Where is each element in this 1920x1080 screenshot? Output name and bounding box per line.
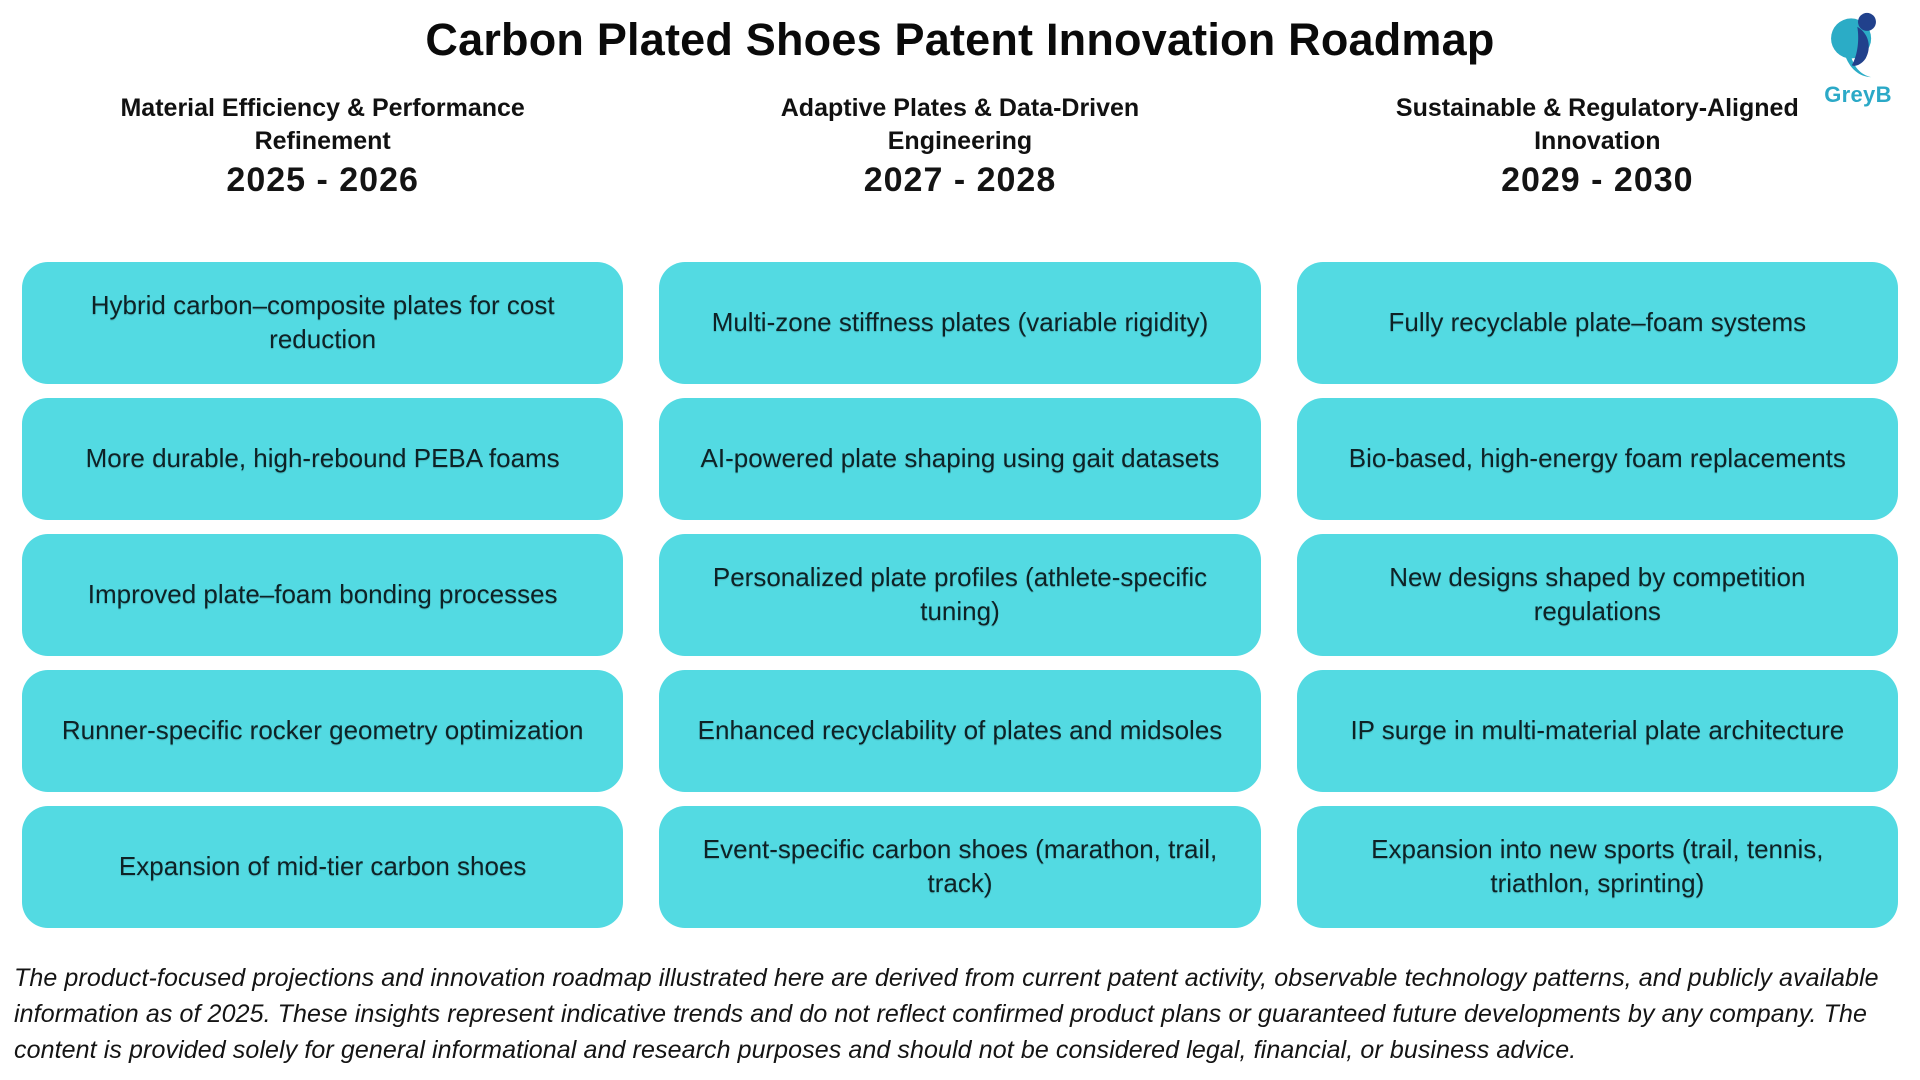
column-header: Adaptive Plates & Data-Driven Engineerin… bbox=[659, 92, 1260, 200]
roadmap-card: Hybrid carbon–composite plates for cost … bbox=[22, 262, 624, 384]
card-label: Multi-zone stiffness plates (variable ri… bbox=[711, 307, 1209, 338]
roadmap-columns: Material Efficiency & Performance Refine… bbox=[22, 92, 1898, 928]
roadmap-card: Multi-zone stiffness plates (variable ri… bbox=[659, 262, 1261, 384]
card-label: New designs shaped by competition regula… bbox=[1389, 562, 1806, 626]
page-header: Carbon Plated Shoes Patent Innovation Ro… bbox=[0, 0, 1920, 107]
roadmap-card: Fully recyclable plate–foam systems bbox=[1296, 262, 1898, 384]
column-adaptive-plates: Adaptive Plates & Data-Driven Engineerin… bbox=[659, 92, 1261, 928]
column-sustainable-innovation: Sustainable & Regulatory-Aligned Innovat… bbox=[1296, 92, 1898, 928]
roadmap-card: Improved plate–foam bonding processes bbox=[22, 534, 624, 656]
card-label: Hybrid carbon–composite plates for cost … bbox=[90, 290, 555, 354]
card-label: More durable, high-rebound PEBA foams bbox=[85, 443, 560, 474]
column-period: 2025 - 2026 bbox=[226, 161, 419, 199]
roadmap-card: IP surge in multi-material plate archite… bbox=[1296, 670, 1898, 792]
footer: The product-focused projections and inno… bbox=[14, 960, 1906, 1068]
card-label: Personalized plate profiles (athlete-spe… bbox=[712, 562, 1208, 626]
column-material-efficiency: Material Efficiency & Performance Refine… bbox=[22, 92, 624, 928]
roadmap-card: Expansion of mid-tier carbon shoes bbox=[22, 806, 624, 928]
roadmap-card: Expansion into new sports (trail, tennis… bbox=[1296, 806, 1898, 928]
page-title: Carbon Plated Shoes Patent Innovation Ro… bbox=[425, 14, 1495, 65]
card-label: Fully recyclable plate–foam systems bbox=[1388, 307, 1807, 338]
card-label: Event-specific carbon shoes (marathon, t… bbox=[702, 834, 1218, 898]
greyb-logo: GreyB bbox=[1810, 6, 1906, 108]
disclaimer-text: The product-focused projections and inno… bbox=[14, 964, 1879, 1064]
card-list: Fully recyclable plate–foam systems Bio-… bbox=[1296, 262, 1898, 928]
column-period: 2029 - 2030 bbox=[1501, 161, 1694, 199]
roadmap-card: Bio-based, high-energy foam replacements bbox=[1296, 398, 1898, 520]
column-header: Material Efficiency & Performance Refine… bbox=[22, 92, 623, 200]
roadmap-card: AI-powered plate shaping using gait data… bbox=[659, 398, 1261, 520]
card-list: Hybrid carbon–composite plates for cost … bbox=[22, 262, 624, 928]
roadmap-card: More durable, high-rebound PEBA foams bbox=[22, 398, 624, 520]
card-list: Multi-zone stiffness plates (variable ri… bbox=[659, 262, 1261, 928]
card-label: IP surge in multi-material plate archite… bbox=[1350, 715, 1845, 746]
card-label: Improved plate–foam bonding processes bbox=[87, 579, 558, 610]
roadmap-card: New designs shaped by competition regula… bbox=[1296, 534, 1898, 656]
card-label: Bio-based, high-energy foam replacements bbox=[1348, 443, 1846, 474]
greyb-logo-icon bbox=[1831, 12, 1876, 78]
roadmap-card: Runner-specific rocker geometry optimiza… bbox=[22, 670, 624, 792]
card-label: AI-powered plate shaping using gait data… bbox=[700, 443, 1220, 474]
column-title: Adaptive Plates & Data-Driven Engineerin… bbox=[780, 94, 1140, 155]
column-period: 2027 - 2028 bbox=[863, 161, 1057, 199]
card-label: Expansion of mid-tier carbon shoes bbox=[118, 851, 527, 882]
column-header: Sustainable & Regulatory-Aligned Innovat… bbox=[1297, 92, 1898, 200]
roadmap-card: Personalized plate profiles (athlete-spe… bbox=[659, 534, 1261, 656]
roadmap-card: Event-specific carbon shoes (marathon, t… bbox=[659, 806, 1261, 928]
roadmap-card: Enhanced recyclability of plates and mid… bbox=[659, 670, 1261, 792]
column-title: Sustainable & Regulatory-Aligned Innovat… bbox=[1395, 94, 1799, 155]
card-label: Expansion into new sports (trail, tennis… bbox=[1371, 834, 1824, 898]
column-title: Material Efficiency & Performance Refine… bbox=[120, 94, 525, 155]
card-label: Runner-specific rocker geometry optimiza… bbox=[61, 715, 584, 746]
card-label: Enhanced recyclability of plates and mid… bbox=[697, 715, 1223, 746]
greyb-wordmark: GreyB bbox=[1824, 82, 1892, 107]
